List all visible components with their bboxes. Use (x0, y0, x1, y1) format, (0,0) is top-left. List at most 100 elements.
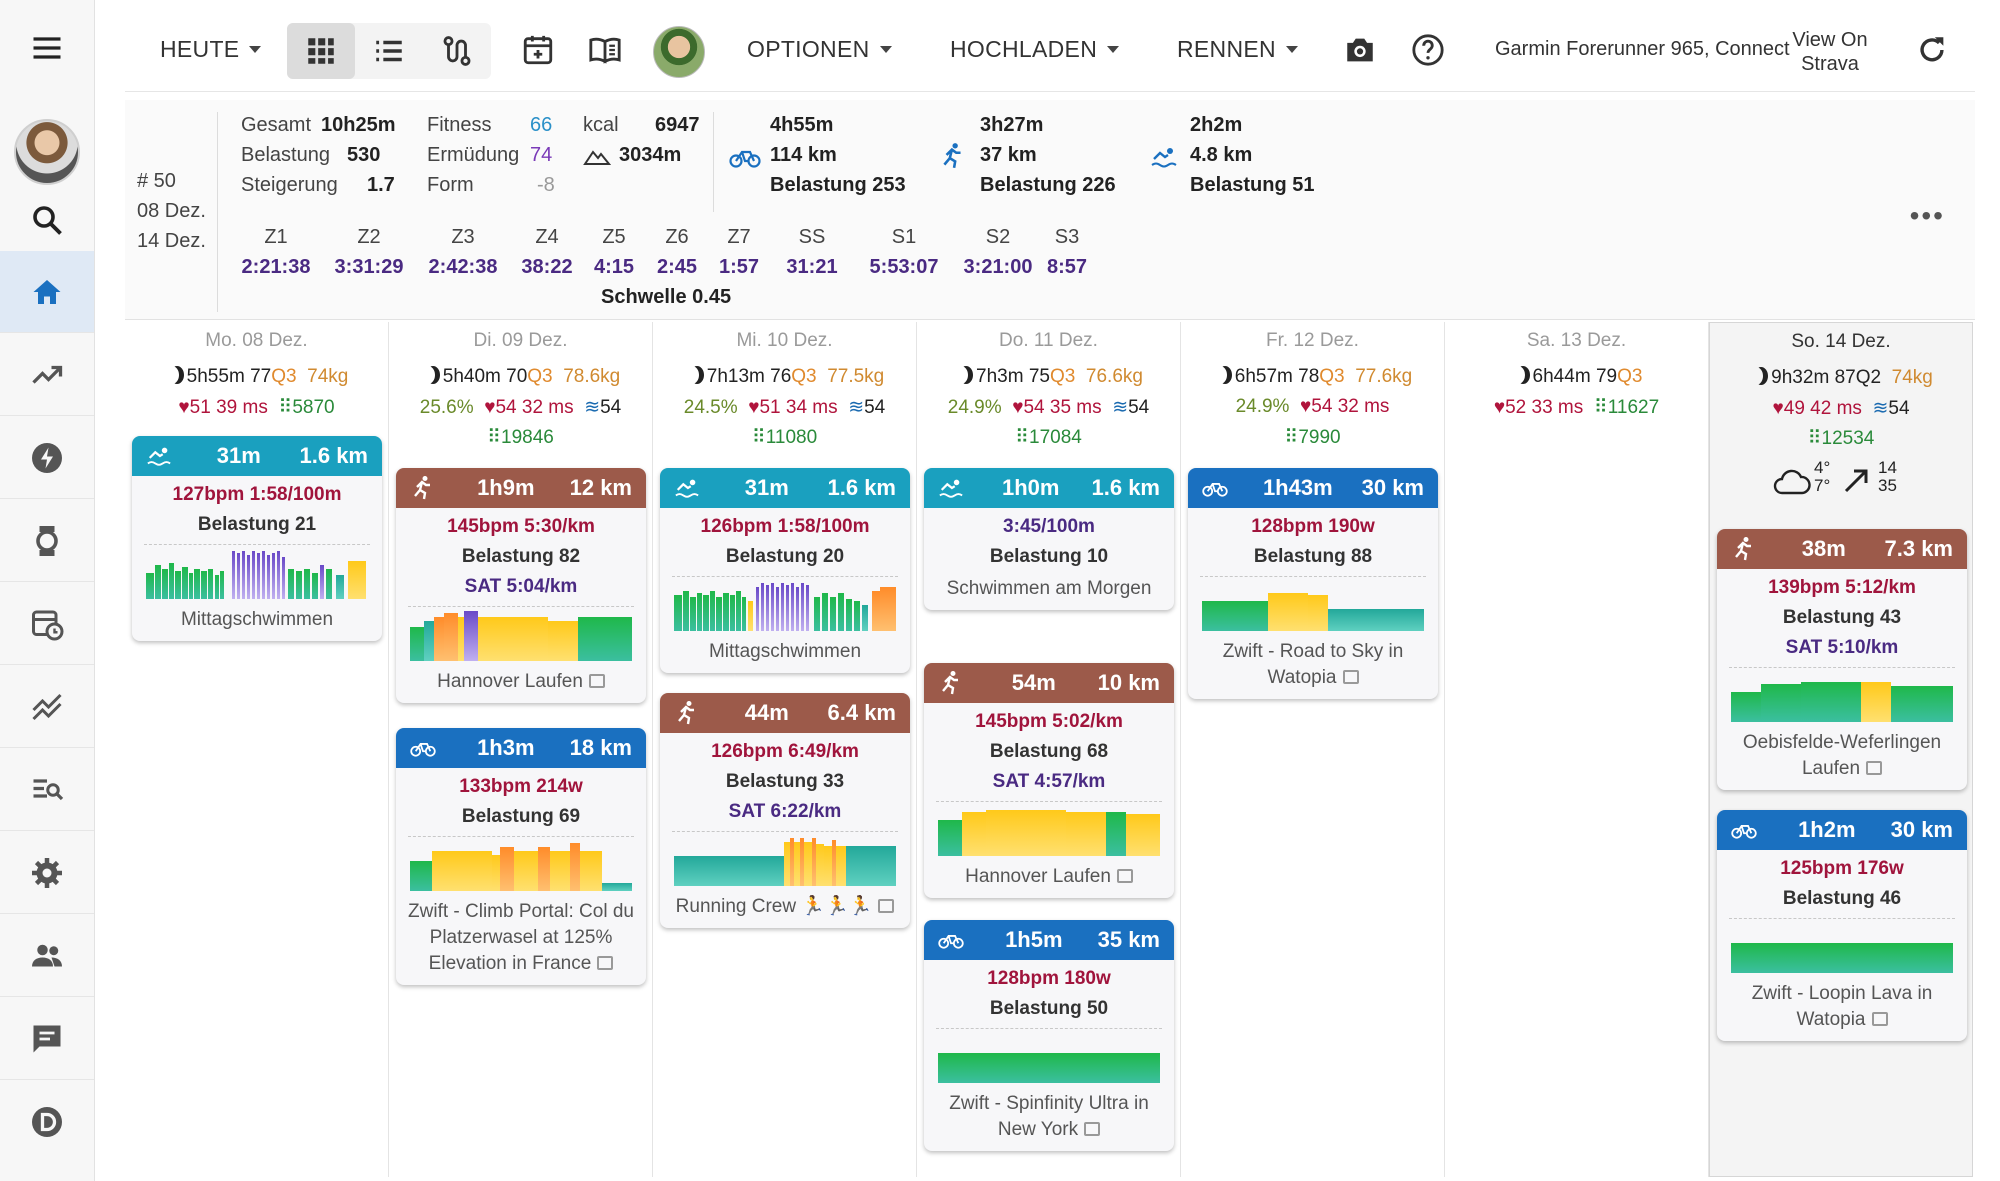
sidebar-item-plan[interactable] (0, 583, 94, 665)
sidebar-item-analysis[interactable] (0, 666, 94, 748)
sidebar-item-settings[interactable] (0, 832, 94, 914)
zone-bar (262, 551, 265, 599)
run-activity-card[interactable]: 54m 10 km 145bpm 5:02/km Belastung 68 SAT 4:… (924, 663, 1174, 898)
zone-bar (723, 593, 729, 631)
grid-view-button[interactable] (287, 23, 355, 79)
bike-activity-card[interactable]: 1h2m 30 km 125bpm 176w Belastung 46 Zwift - … (1717, 810, 1967, 1041)
sidebar-item-trends[interactable] (0, 334, 94, 416)
zone-value-z2: 3:31:29 (334, 256, 404, 278)
run-activity-card[interactable]: 1h9m 12 km 145bpm 5:30/km Belastung 82 SAT 5… (396, 468, 646, 703)
add-event-button[interactable] (518, 30, 558, 70)
heart-icon: ♥ (1300, 396, 1312, 417)
more-options-button[interactable]: ••• (1909, 200, 1945, 231)
day-column[interactable]: Mi. 10 Dez. 7h13m 76Q3 77.5kg 24.5% ♥51 34… (653, 322, 917, 1177)
steps-icon: ⠿ (751, 427, 766, 448)
zone-bar (1891, 686, 1953, 722)
zone-bar (791, 583, 794, 631)
run-activity-card[interactable]: 38m 7.3 km 139bpm 5:12/km Belastung 43 SAT 5… (1717, 529, 1967, 790)
hrv-value: 49 42 ms (1783, 398, 1862, 419)
card-hr-pace: 145bpm 5:02/km (975, 711, 1123, 732)
sidebar-item-discord[interactable] (0, 1081, 94, 1163)
day-column[interactable]: Mo. 08 Dez. 5h55m 77Q3 74kg ♥51 39 ms ⠿587… (125, 322, 389, 1177)
zone-bar (1761, 684, 1801, 722)
sidebar-item-athletes[interactable] (0, 915, 94, 997)
run-activity-card[interactable]: 44m 6.4 km 126bpm 6:49/km Belastung 33 SAT 6… (660, 693, 910, 928)
swim-activity-card[interactable]: 31m 1.6 km 126bpm 1:58/100m Belastung 20 Mit… (660, 468, 910, 673)
today-dropdown[interactable]: HEUTE (160, 6, 261, 92)
sidebar-item-power[interactable] (0, 417, 94, 499)
race-dropdown[interactable]: RENNEN (1177, 6, 1298, 92)
search-button[interactable] (0, 180, 94, 260)
run-icon (678, 701, 694, 725)
card-title-text: Mittagschwimmen (708, 641, 862, 662)
bike-activity-card[interactable]: 1h5m 35 km 128bpm 180w Belastung 50 Zwift - … (924, 920, 1174, 1151)
zone-bar (1202, 601, 1268, 631)
zone-bar (822, 593, 828, 631)
upload-dropdown[interactable]: HOCHLADEN (950, 6, 1119, 92)
zone-label-z5: Z5 (602, 226, 626, 248)
sidebar-item-devices[interactable] (0, 500, 94, 582)
sleep-score: 78 (1298, 366, 1320, 387)
card-header: 31m 1.6 km (132, 436, 382, 476)
sleep-value: 7h13m (706, 366, 765, 387)
card-title: Zwift - Loopin Lava in Watopia (1717, 977, 1967, 1041)
swim-activity-card[interactable]: 31m 1.6 km 127bpm 1:58/100m Belastung 21 Mit… (132, 436, 382, 641)
bike-activity-card[interactable]: 1h3m 18 km 133bpm 214w Belastung 69 Zwift - … (396, 728, 646, 985)
health-line: 24.5% ♥51 34 ms ≋54 (653, 396, 916, 419)
route-view-button[interactable] (423, 23, 491, 79)
zone-bar (690, 597, 696, 631)
zone-bar (237, 553, 240, 599)
view-on-strava-link[interactable]: View On Strava (1780, 28, 1880, 76)
zone-bar (296, 571, 302, 599)
list-view-button[interactable] (355, 23, 423, 79)
heart-icon: ♥ (1493, 397, 1506, 418)
sidebar-item-search-list[interactable] (0, 749, 94, 831)
day-column[interactable]: Sa. 13 Dez. 6h44m 79Q3 ♥52 33 ms ⠿11627 (1445, 322, 1709, 1177)
card-title-text: Oebisfelde-Weferlingen Laufen (1742, 732, 1942, 779)
sidebar-item-home[interactable] (0, 251, 94, 333)
zone-label-z4: Z4 (535, 226, 559, 248)
swim-dist: 4.8 km (1190, 144, 1253, 166)
zone-bar (761, 583, 764, 631)
zone-chart (410, 611, 632, 661)
options-label: OPTIONEN (747, 35, 870, 62)
card-duration: 1h3m (477, 735, 535, 760)
hrv-value: 52 33 ms (1505, 397, 1584, 418)
sidebar-item-messages[interactable] (0, 998, 94, 1080)
sleep-quality: Q3 (1319, 366, 1345, 387)
help-button[interactable] (1408, 30, 1448, 70)
zone-bar (336, 575, 344, 599)
weight-value: 77.5kg (827, 366, 885, 387)
zone-bar (938, 820, 962, 856)
card-distance: 1.6 km (299, 443, 369, 468)
card-header: 44m 6.4 km (660, 693, 910, 733)
journal-button[interactable] (585, 30, 625, 70)
coach-avatar[interactable] (653, 26, 705, 78)
card-header: 38m 7.3 km (1717, 529, 1967, 569)
bike-activity-card[interactable]: 1h43m 30 km 128bpm 190w Belastung 88 Zwift -… (1188, 468, 1438, 699)
day-column[interactable]: Do. 11 Dez. 7h3m 75Q3 76.6kg 24.9% ♥54 35 … (917, 322, 1181, 1177)
steps-value: 11080 (765, 427, 818, 448)
moon-icon (1511, 366, 1525, 384)
menu-button[interactable] (0, 8, 94, 88)
profile-button[interactable] (0, 112, 94, 192)
zone-bar (766, 585, 769, 631)
day-column[interactable]: So. 14 Dez. 9h32m 87Q2 74kg ♥49 42 ms ≋54 ⠿… (1709, 322, 1973, 1177)
refresh-button[interactable] (1912, 30, 1952, 70)
day-column[interactable]: Di. 09 Dez. 5h40m 70Q3 78.6kg 25.6% ♥54 32… (389, 322, 653, 1177)
day-column[interactable]: Fr. 12 Dez. 6h57m 78Q3 77.6kg 24.9% ♥54 32… (1181, 322, 1445, 1177)
swim-activity-card[interactable]: 1h0m 1.6 km 3:45/100m Belastung 10 Schwimmen… (924, 468, 1174, 610)
camera-button[interactable] (1340, 30, 1380, 70)
zone-value-z3: 2:42:38 (428, 256, 498, 278)
map-icon (1866, 761, 1883, 775)
day-date: Fr. 12 Dez. (1266, 330, 1359, 351)
toolbar: HEUTE OPTIONEN HOCHLADEN RENNEN Garmin F… (125, 6, 1975, 92)
card-duration: 31m (216, 443, 261, 468)
card-distance: 1.6 km (827, 475, 897, 500)
zone-bar (790, 838, 794, 886)
hrv-value: 51 34 ms (759, 397, 838, 418)
steps-line: ⠿17084 (917, 426, 1180, 449)
moon-icon (1213, 366, 1227, 384)
zone-bar (602, 883, 632, 891)
options-dropdown[interactable]: OPTIONEN (747, 6, 892, 92)
